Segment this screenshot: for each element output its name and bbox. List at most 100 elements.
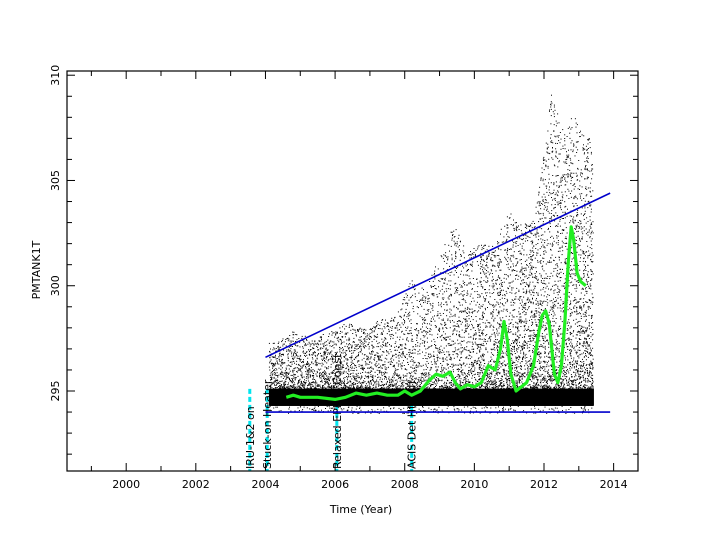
scatter-point xyxy=(296,354,297,355)
scatter-point xyxy=(326,380,327,381)
scatter-point xyxy=(355,346,356,347)
scatter-point xyxy=(472,262,473,263)
scatter-point xyxy=(417,388,418,389)
scatter-point xyxy=(301,383,302,384)
scatter-point xyxy=(311,367,312,368)
scatter-point xyxy=(478,326,479,327)
scatter-point xyxy=(391,358,392,359)
scatter-point xyxy=(404,413,405,414)
scatter-point xyxy=(415,379,416,380)
scatter-point xyxy=(387,326,388,327)
scatter-point xyxy=(439,380,440,381)
scatter-point xyxy=(329,384,330,385)
scatter-point xyxy=(419,409,420,410)
scatter-point xyxy=(349,343,350,344)
scatter-point xyxy=(397,323,398,324)
scatter-point xyxy=(481,256,482,257)
scatter-point xyxy=(275,363,276,364)
scatter-point xyxy=(342,366,343,367)
scatter-point xyxy=(383,331,384,332)
scatter-point xyxy=(391,351,392,352)
scatter-point xyxy=(450,322,451,323)
scatter-point xyxy=(413,361,414,362)
scatter-point xyxy=(379,359,380,360)
scatter-point xyxy=(300,368,301,369)
scatter-point xyxy=(391,382,392,383)
scatter-point xyxy=(343,387,344,388)
scatter-point xyxy=(281,385,282,386)
scatter-point xyxy=(278,349,279,350)
scatter-point xyxy=(357,406,358,407)
scatter-point xyxy=(277,387,278,388)
scatter-point xyxy=(446,328,447,329)
scatter-point xyxy=(369,348,370,349)
scatter-point xyxy=(345,336,346,337)
scatter-point xyxy=(277,380,278,381)
scatter-point xyxy=(415,373,416,374)
scatter-point xyxy=(282,340,283,341)
scatter-point xyxy=(274,372,275,373)
scatter-point xyxy=(317,358,318,359)
scatter-point xyxy=(390,359,391,360)
scatter-point xyxy=(364,340,365,341)
scatter-point xyxy=(457,243,458,244)
scatter-point xyxy=(476,380,477,381)
scatter-point xyxy=(425,364,426,365)
scatter-point xyxy=(304,345,305,346)
scatter-point xyxy=(460,364,461,365)
scatter-point xyxy=(309,408,310,409)
scatter-point xyxy=(406,380,407,381)
scatter-point xyxy=(282,372,283,373)
scatter-point xyxy=(460,241,461,242)
scatter-point xyxy=(321,374,322,375)
scatter-point xyxy=(483,271,484,272)
scatter-point xyxy=(301,371,302,372)
scatter-point xyxy=(304,407,305,408)
scatter-point xyxy=(460,274,461,275)
scatter-point xyxy=(390,321,391,322)
scatter-point xyxy=(307,407,308,408)
scatter-point xyxy=(293,368,294,369)
scatter-point xyxy=(319,377,320,378)
scatter-point xyxy=(420,365,421,366)
scatter-point xyxy=(464,290,465,291)
scatter-point xyxy=(274,384,275,385)
scatter-point xyxy=(349,347,350,348)
scatter-point xyxy=(338,365,339,366)
scatter-point xyxy=(395,327,396,328)
scatter-point xyxy=(334,362,335,363)
scatter-point xyxy=(297,372,298,373)
scatter-point xyxy=(431,361,432,362)
scatter-point xyxy=(294,377,295,378)
scatter-point xyxy=(424,341,425,342)
scatter-point xyxy=(366,363,367,364)
scatter-point xyxy=(480,362,481,363)
scatter-point xyxy=(479,332,480,333)
scatter-point xyxy=(450,272,451,273)
scatter-point xyxy=(462,347,463,348)
scatter-point xyxy=(284,373,285,374)
scatter-point xyxy=(324,360,325,361)
scatter-point xyxy=(485,406,486,407)
scatter-point xyxy=(355,365,356,366)
scatter-point xyxy=(282,367,283,368)
scatter-point xyxy=(434,271,435,272)
scatter-point xyxy=(461,255,462,256)
scatter-point xyxy=(362,367,363,368)
scatter-point xyxy=(336,376,337,377)
scatter-point xyxy=(337,332,338,333)
scatter-point xyxy=(319,341,320,342)
scatter-point xyxy=(349,357,350,358)
scatter-point xyxy=(454,410,455,411)
scatter-point xyxy=(280,387,281,388)
scatter-point xyxy=(331,372,332,373)
scatter-point xyxy=(358,339,359,340)
scatter-point xyxy=(487,278,488,279)
scatter-point xyxy=(444,387,445,388)
scatter-point xyxy=(370,372,371,373)
scatter-point xyxy=(453,231,454,232)
scatter-point xyxy=(439,347,440,348)
scatter-point xyxy=(467,294,468,295)
scatter-point xyxy=(429,357,430,358)
scatter-point xyxy=(344,357,345,358)
